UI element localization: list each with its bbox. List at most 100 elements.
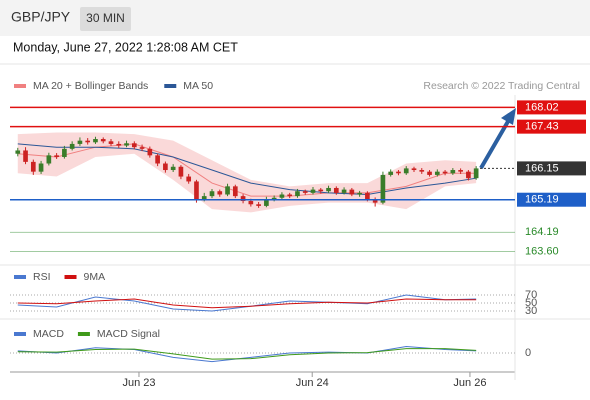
- candle-body: [23, 150, 28, 162]
- candle-body: [380, 174, 386, 203]
- candle-body: [108, 141, 114, 144]
- level-box: [517, 192, 586, 207]
- level-box: [517, 119, 586, 134]
- legend-label: MACD Signal: [97, 328, 160, 340]
- candle-body: [341, 189, 347, 193]
- indicator-line: [17, 348, 477, 360]
- symbol: GBP/JPY: [11, 9, 71, 25]
- legend-swatch: [64, 275, 77, 279]
- indicator-line: [17, 294, 477, 312]
- candle-body: [295, 191, 300, 197]
- candle-body: [333, 187, 339, 193]
- legend-swatch: [14, 275, 26, 279]
- legend-swatch: [14, 84, 26, 88]
- y-tick-label: 0: [525, 347, 531, 359]
- candle-body: [178, 166, 184, 177]
- level-label: 166.15: [525, 162, 559, 174]
- credit: Research © 2022 Trading Central: [423, 80, 580, 92]
- candle-body: [473, 168, 479, 179]
- level-label: 168.02: [525, 101, 559, 113]
- y-tick-label: 70: [525, 289, 537, 301]
- x-tick-label: Jun 23: [122, 377, 155, 389]
- level-box: [517, 161, 586, 176]
- candle-body: [240, 196, 246, 202]
- legend-swatch: [77, 332, 90, 336]
- candle-body: [466, 171, 471, 179]
- indicator-line: [17, 298, 477, 309]
- candle-body: [155, 155, 160, 164]
- candle-body: [256, 204, 261, 206]
- candle-body: [419, 170, 425, 172]
- legend-label: RSI: [33, 271, 51, 283]
- forecast-arrow: [479, 116, 512, 170]
- candle-body: [357, 192, 362, 195]
- candle-body: [217, 191, 223, 195]
- candle-body: [326, 187, 331, 192]
- candle-body: [310, 189, 316, 193]
- candle-body: [442, 171, 448, 174]
- candle-body: [232, 186, 238, 197]
- candle-body: [15, 150, 21, 154]
- candle-body: [427, 171, 432, 175]
- candle-body: [411, 168, 417, 171]
- candle-body: [93, 139, 98, 143]
- candle-body: [170, 166, 176, 171]
- candle-body: [349, 189, 355, 195]
- candle-body: [163, 163, 168, 171]
- candle-body: [85, 140, 91, 143]
- candle-body: [209, 191, 215, 197]
- candle-body: [139, 147, 145, 149]
- candle-body: [186, 176, 192, 182]
- legend-label: MA 50: [183, 80, 213, 92]
- candle-body: [201, 196, 207, 200]
- ma50-line: [17, 143, 477, 195]
- candle-body: [248, 201, 254, 205]
- candle-body: [225, 186, 230, 195]
- datetime: Monday, June 27, 2022 1:28:08 AM CET: [13, 40, 238, 54]
- interval[interactable]: 30 MIN: [86, 11, 125, 25]
- y-tick-label: 50: [525, 297, 537, 309]
- candle-body: [131, 143, 137, 148]
- candle-body: [38, 163, 44, 172]
- candle-body: [365, 192, 370, 200]
- candle-body: [100, 139, 106, 142]
- candle-body: [69, 143, 75, 149]
- candle-body: [279, 194, 285, 198]
- candle-body: [271, 197, 277, 200]
- candle-body: [62, 148, 67, 157]
- level-box: [517, 100, 586, 115]
- level-label: 164.19: [525, 226, 559, 238]
- legend-label: MACD: [33, 328, 64, 340]
- candle-body: [54, 155, 59, 157]
- legend-swatch: [164, 84, 177, 88]
- candle-body: [147, 148, 153, 156]
- level-label: 163.60: [525, 245, 559, 257]
- candle-body: [77, 140, 83, 144]
- level-label: 167.43: [525, 121, 559, 133]
- candle-body: [46, 155, 52, 164]
- candle-body: [396, 171, 401, 174]
- candle-body: [458, 170, 463, 172]
- interval-button[interactable]: [80, 7, 131, 31]
- candle-body: [434, 171, 440, 175]
- candle-body: [194, 181, 199, 200]
- x-tick-label: Jun 24: [296, 377, 329, 389]
- candle-body: [287, 194, 293, 197]
- candle-body: [450, 170, 456, 174]
- candle-body: [30, 161, 36, 172]
- legend-label: 9MA: [84, 271, 106, 283]
- legend-swatch: [14, 332, 26, 336]
- candle-body: [388, 171, 394, 175]
- y-tick-label: 30: [525, 305, 537, 317]
- candle-body: [124, 143, 129, 146]
- x-tick-label: Jun 26: [453, 377, 486, 389]
- candle-body: [302, 191, 308, 193]
- candle-body: [318, 189, 324, 192]
- candle-body: [403, 168, 409, 174]
- candle-body: [116, 143, 122, 146]
- level-label: 165.19: [525, 194, 559, 206]
- candle-body: [264, 199, 269, 206]
- legend-label: MA 20 + Bollinger Bands: [33, 80, 148, 92]
